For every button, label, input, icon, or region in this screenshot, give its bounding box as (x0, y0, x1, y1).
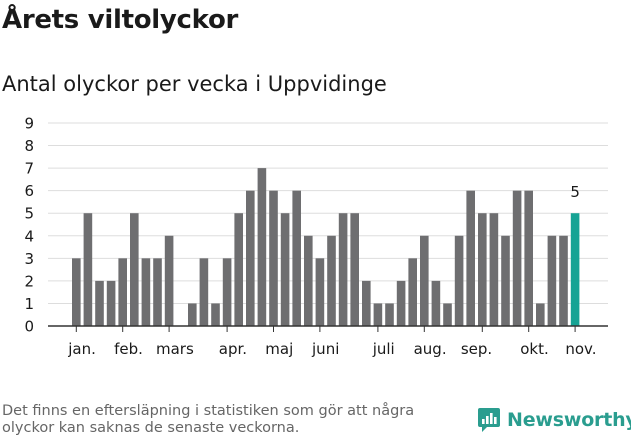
y-tick-label: 8 (24, 137, 34, 155)
x-tick-label: juni (311, 340, 339, 358)
bar (118, 258, 127, 326)
y-tick-label: 9 (24, 115, 34, 133)
y-tick-label: 7 (24, 160, 34, 178)
bar (153, 258, 162, 326)
brand[interactable]: Newsworthy (477, 407, 631, 433)
bar (304, 235, 313, 326)
bar (164, 235, 174, 326)
bar (524, 190, 533, 326)
x-tick-label: nov. (565, 340, 596, 358)
brand-name: Newsworthy (507, 409, 631, 431)
data-label: 5 (570, 183, 580, 201)
bar (420, 235, 429, 326)
bar-highlight (570, 213, 580, 326)
bar (130, 213, 139, 326)
bar (396, 280, 406, 326)
bar (547, 235, 557, 326)
y-tick-label: 0 (24, 318, 34, 336)
bar (489, 213, 499, 326)
chart-title: Årets viltolyckor (2, 5, 239, 35)
bar (280, 213, 290, 326)
x-tick-label: mars (156, 340, 194, 358)
bar (141, 258, 151, 326)
bar (246, 190, 255, 326)
bar (385, 303, 394, 326)
x-tick-label: aug. (414, 340, 447, 358)
chart-subtitle: Antal olyckor per vecka i Uppvidinge (2, 72, 387, 96)
bar (95, 280, 104, 326)
x-tick-label: feb. (114, 340, 143, 358)
x-tick-label: juli (372, 340, 395, 358)
newsworthy-logo-icon (478, 408, 500, 432)
bar (257, 168, 267, 326)
bar (466, 190, 475, 326)
y-tick-label: 6 (24, 182, 34, 200)
y-tick-label: 2 (24, 272, 34, 290)
y-tick-label: 4 (24, 227, 34, 245)
bar (327, 235, 336, 326)
bar (362, 280, 371, 326)
bar (443, 303, 452, 326)
bar (72, 258, 81, 326)
bar (211, 303, 220, 326)
bar (512, 190, 522, 326)
bar (501, 235, 510, 326)
y-tick-label: 5 (24, 205, 34, 223)
x-tick-label: maj (265, 340, 293, 358)
y-tick-label: 1 (24, 295, 34, 313)
bar (478, 213, 487, 326)
x-tick-label: jan. (67, 340, 96, 358)
bar (234, 213, 243, 326)
bar-chart: 0 1 2 3 4 5 6 7 8 9 5 jan. feb. mars apr. maj juni juli au… (24, 115, 608, 358)
bar (338, 213, 348, 326)
bar (188, 303, 197, 326)
x-tick-label: apr. (219, 340, 247, 358)
bar (350, 213, 359, 326)
footnote: Det finns en eftersläpning i statistiken… (2, 403, 415, 436)
bar (199, 258, 209, 326)
bar (106, 280, 116, 326)
bar (292, 190, 301, 326)
bar (373, 303, 383, 326)
bar (315, 258, 325, 326)
bar (408, 258, 417, 326)
bar (454, 235, 464, 326)
bar (559, 235, 568, 326)
x-tick-label: sep. (461, 340, 492, 358)
bar (83, 213, 93, 326)
bar (431, 280, 441, 326)
bar (536, 303, 545, 326)
bar (269, 190, 278, 326)
bar (222, 258, 232, 326)
y-tick-label: 3 (24, 250, 34, 268)
x-tick-label: okt. (520, 340, 549, 358)
